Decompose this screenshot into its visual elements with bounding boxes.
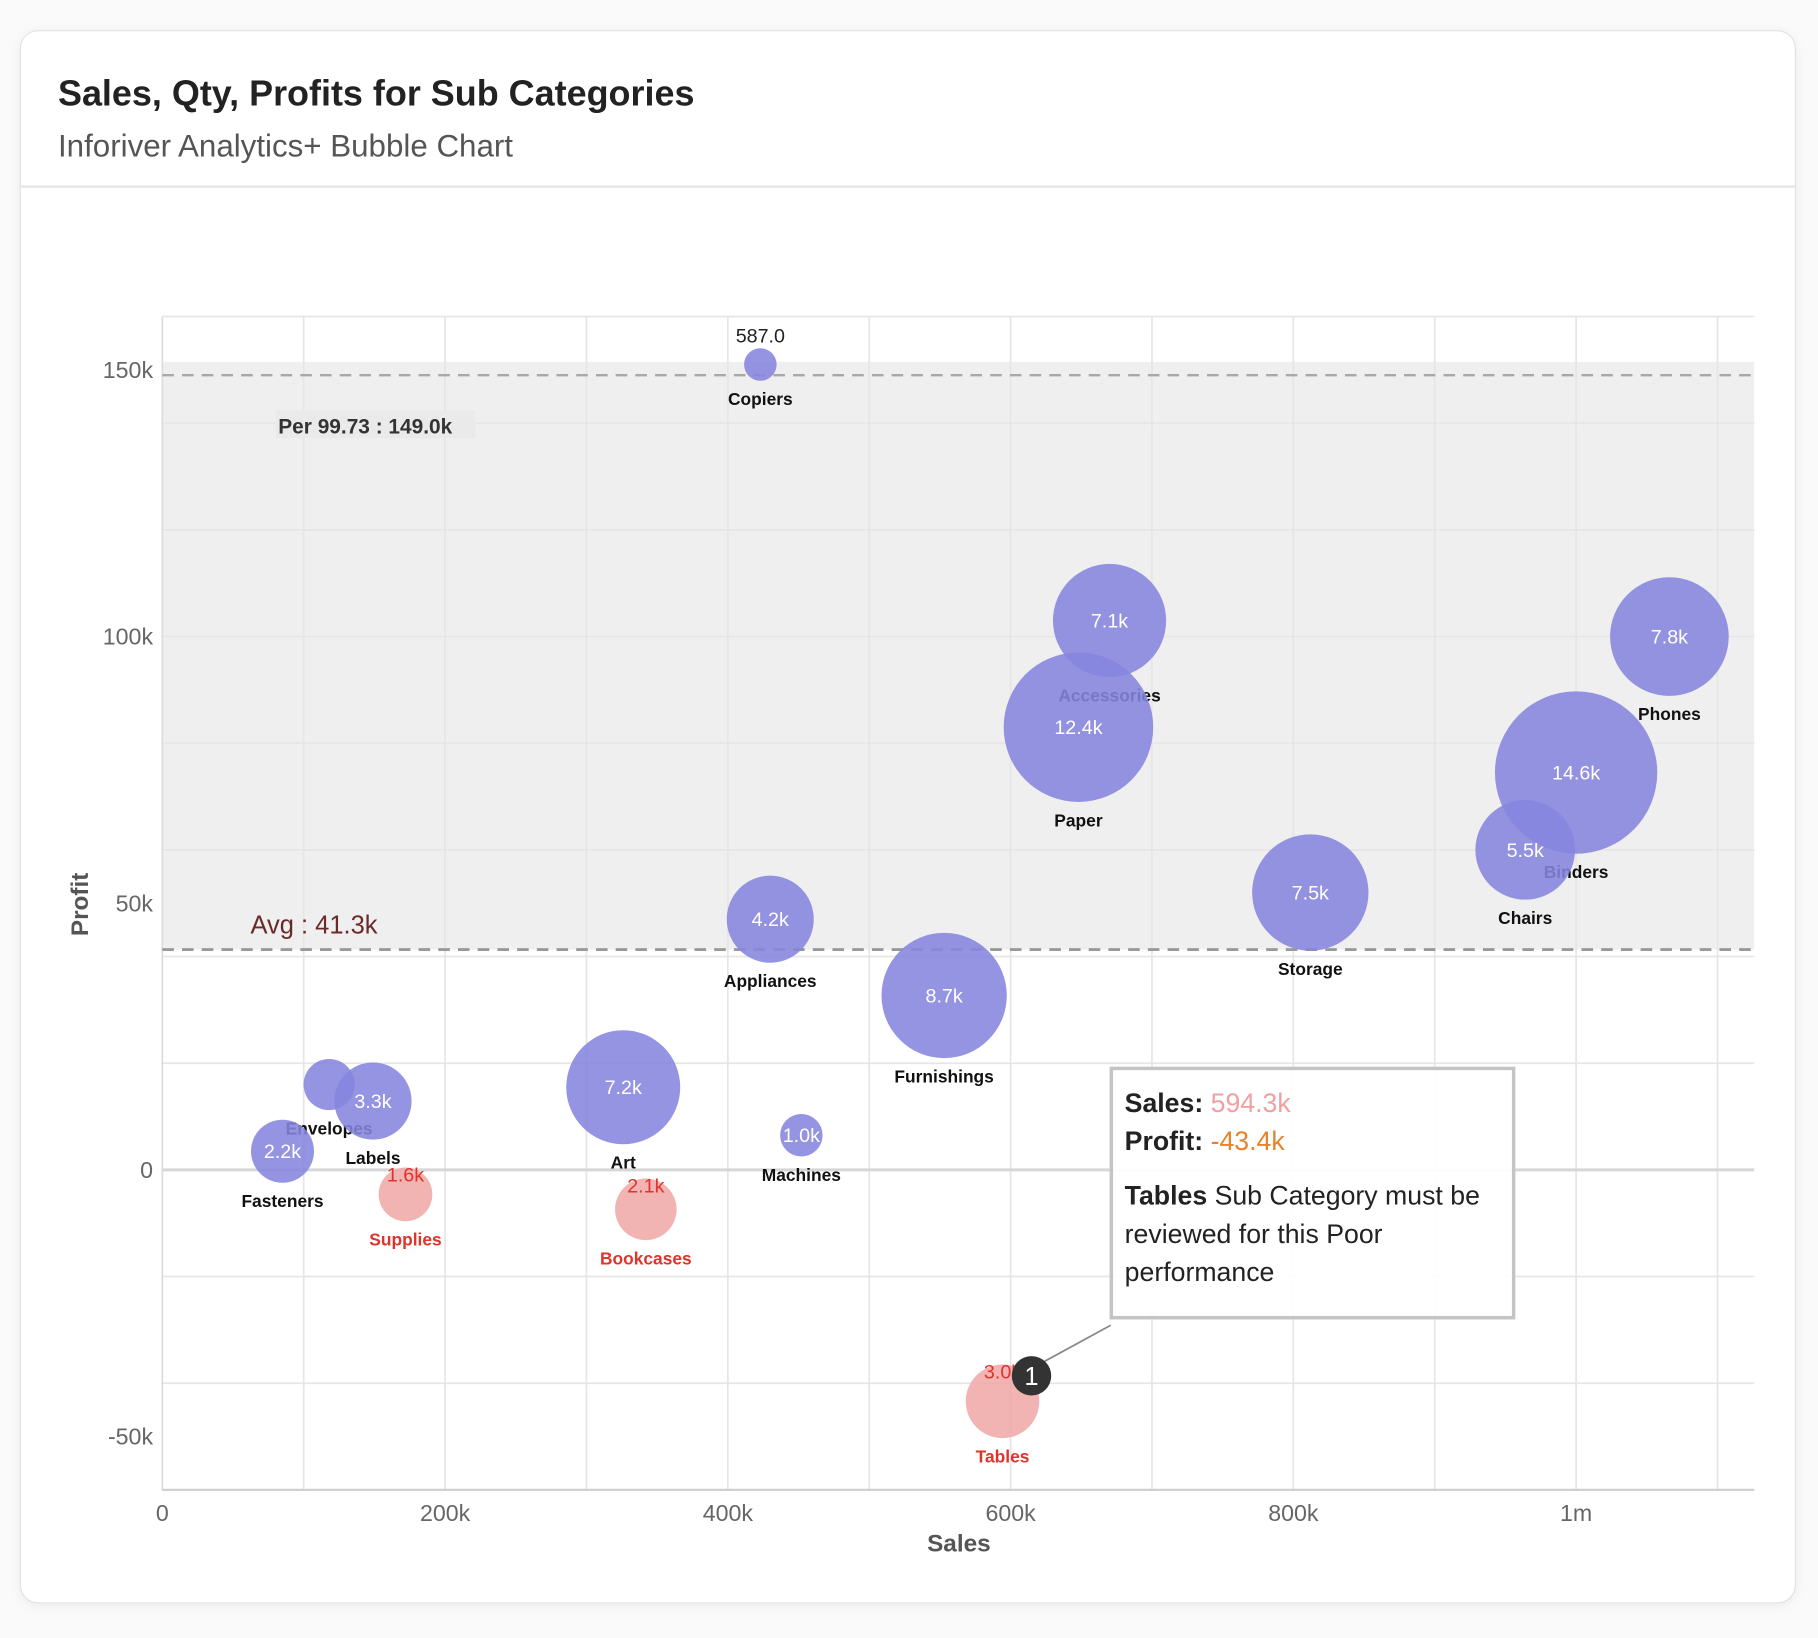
bubble-name-label: Chairs [1498,908,1552,928]
bubble-fasteners [250,1119,314,1183]
bubble-art [566,1030,681,1145]
bubble-copiers [744,348,777,381]
bubble-name-label: Copiers [728,389,793,409]
bubble-name-label: Phones [1638,704,1701,724]
x-tick-label: 200k [420,1500,471,1526]
x-tick-label: 400k [703,1500,754,1526]
bubble-name-label: Furnishings [894,1066,993,1086]
x-axis-title: Sales [927,1530,991,1557]
bubble-appliances [726,875,814,963]
chart-title: Sales, Qty, Profits for Sub Categories [57,73,695,114]
bubble-value-label: 7.8k [1651,626,1688,648]
bubble-value-label: 8.7k [926,985,963,1007]
bubble-chairs [1475,800,1576,900]
bubble-name-label: Tables [976,1446,1030,1466]
y-tick-label: 150k [103,357,154,383]
sales-value: 594.3k [1210,1087,1291,1118]
bubble-supplies [378,1167,433,1222]
y-tick-label: 50k [116,890,154,916]
annotation-callout: Sales: 594.3k Profit: -43.4k Tables Sub … [1109,1066,1516,1320]
bubble-name-label: Machines [762,1165,841,1185]
bubble-name-label: Supplies [369,1230,441,1250]
annotation-marker [1011,1356,1052,1396]
annotation-bold-text: Tables [1124,1180,1208,1211]
bubble-value-label: 2.2k [264,1141,301,1163]
x-tick-label: 0 [156,1500,169,1526]
sales-label: Sales: [1124,1087,1204,1118]
y-tick-label: -50k [108,1424,153,1450]
bubble-value-label: 5.5k [1507,840,1544,862]
bubble-value-label: 4.2k [752,909,789,931]
y-axis-title: Profit [67,873,94,937]
bubble-name-label: Labels [345,1148,400,1168]
average-label: Avg : 41.3k [250,911,377,939]
bubble-name-label: Storage [1278,959,1343,979]
y-tick-label: 0 [140,1157,153,1183]
bubble-accessories [1052,563,1167,678]
bubble-name-label: Paper [1054,810,1103,830]
annotation-text: Sub Category must be reviewed for this P… [1124,1180,1480,1287]
bubble-value-label: 7.5k [1292,882,1329,904]
bubble-value-label: 14.6k [1552,762,1600,784]
bubble-labels [334,1062,412,1140]
x-tick-label: 1m [1560,1500,1592,1526]
bubble-name-label: Appliances [724,971,817,991]
bubble-value-label: 12.4k [1054,717,1102,739]
bubble-value-label: 7.2k [605,1077,642,1099]
percentile-label-bg [275,410,476,439]
header-divider [20,185,1795,188]
bubble-name-label: Fasteners [241,1191,323,1211]
bubble-value-label: 3.3k [354,1091,391,1113]
bubble-value-label: 1.0k [783,1125,820,1147]
bubble-value-label: 7.1k [1091,610,1128,632]
annotation-number: 1 [1024,1363,1038,1391]
bubble-machines [780,1113,823,1157]
x-tick-label: 600k [985,1500,1036,1526]
bubble-furnishings [881,932,1007,1059]
annotation-connector [1034,1324,1112,1368]
profit-value: -43.4k [1210,1125,1285,1156]
bubble-value-label: 2.1k [627,1175,664,1197]
profit-label: Profit: [1124,1125,1204,1156]
bubble-storage [1252,834,1369,951]
x-tick-label: 800k [1268,1500,1319,1526]
percentile-label: Per 99.73 : 149.0k [278,416,452,439]
bubble-bookcases [615,1178,677,1241]
bubble-value-label: 1.6k [387,1164,424,1186]
bubble-name-label: Art [611,1153,636,1173]
y-tick-label: 100k [103,624,154,650]
bubble-name-label: Bookcases [600,1248,692,1268]
bubble-paper [1003,652,1154,802]
bubble-value-label: 587.0 [736,325,785,347]
chart-subtitle: Inforiver Analytics+ Bubble Chart [57,128,513,164]
bubble-phones [1610,577,1729,696]
